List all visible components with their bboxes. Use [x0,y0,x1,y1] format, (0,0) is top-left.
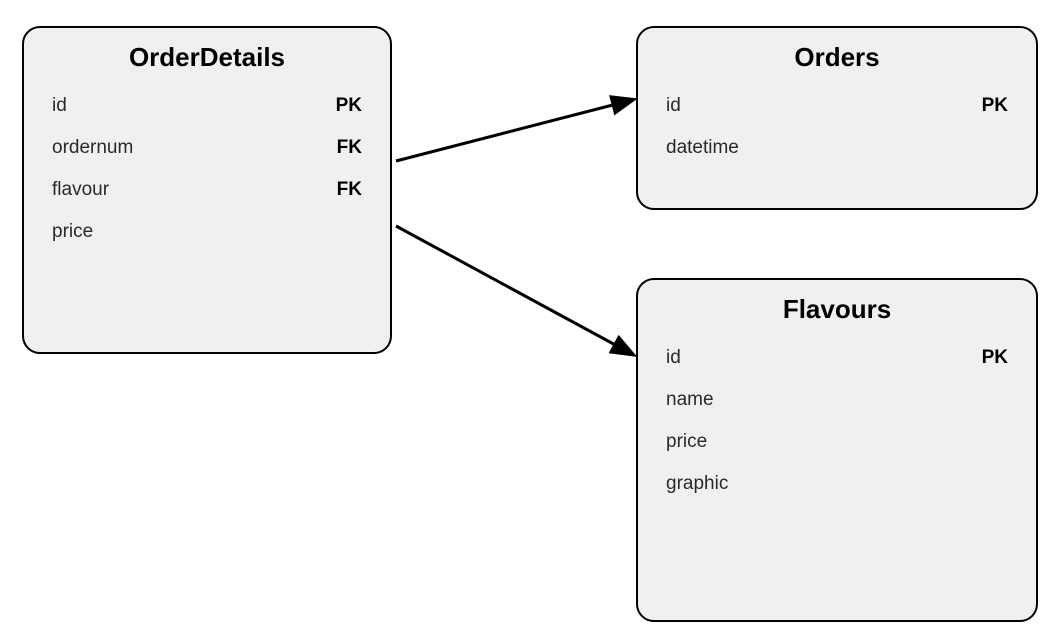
field-name: id [52,95,67,117]
field-name: id [666,347,681,369]
field-row: name [638,379,1036,421]
field-row: id PK [638,337,1036,379]
field-key: PK [982,347,1008,369]
entity-orders: Orders id PK datetime [636,26,1038,210]
field-name: datetime [666,137,739,159]
field-row: ordernum FK [24,127,390,169]
entity-title-orders: Orders [638,42,1036,73]
field-name: price [666,431,707,453]
entity-orderdetails: OrderDetails id PK ordernum FK flavour FK price [22,26,392,354]
field-name: graphic [666,473,728,495]
entity-title-flavours: Flavours [638,294,1036,325]
field-key: PK [336,95,362,117]
field-key: FK [337,179,362,201]
field-row: price [24,211,390,253]
field-name: ordernum [52,137,133,159]
field-key: PK [982,95,1008,117]
field-row: graphic [638,463,1036,505]
field-key: FK [337,137,362,159]
edge-arrow [396,226,632,354]
edge-arrow [396,100,632,161]
field-name: id [666,95,681,117]
field-name: price [52,221,93,243]
field-row: price [638,421,1036,463]
field-row: id PK [24,85,390,127]
field-name: name [666,389,714,411]
field-row: flavour FK [24,169,390,211]
field-row: id PK [638,85,1036,127]
field-name: flavour [52,179,109,201]
entity-title-orderdetails: OrderDetails [24,42,390,73]
field-row: datetime [638,127,1036,169]
entity-flavours: Flavours id PK name price graphic [636,278,1038,622]
